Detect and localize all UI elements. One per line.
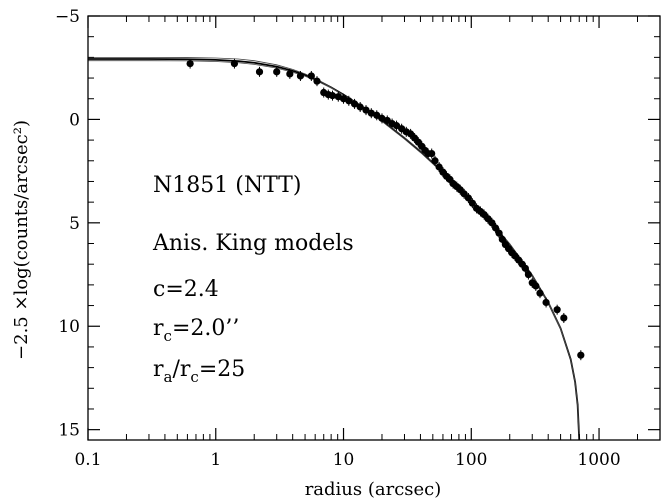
annotation-model: Anis. King models <box>152 231 354 256</box>
data-point <box>553 306 561 314</box>
data-point <box>255 68 264 76</box>
data-point <box>367 109 375 117</box>
annotation-concentration: c=2.4 <box>153 277 219 302</box>
data-point <box>428 149 436 158</box>
model-curve-3 <box>88 60 580 440</box>
y-tick-label: 10 <box>58 317 80 337</box>
rc-value: =2.0’’ <box>172 316 239 341</box>
data-point <box>491 224 500 232</box>
x-tick-label: 1 <box>210 450 221 470</box>
annotation-core-radius: rc=2.0’’ <box>153 316 239 345</box>
x-tick-label: 1000 <box>577 450 620 470</box>
data-point <box>560 314 568 322</box>
x-axis-title: radius (arcsec) <box>305 479 442 499</box>
data-point <box>524 270 533 279</box>
data-point <box>498 235 506 243</box>
y-tick-label: 0 <box>69 110 80 130</box>
data-point <box>296 72 305 80</box>
data-point <box>356 103 364 111</box>
data-point <box>542 298 550 307</box>
y-tick-label: −5 <box>55 7 80 27</box>
ra-subscript: a <box>164 368 173 386</box>
data-point <box>488 219 496 227</box>
data-point <box>495 229 503 237</box>
data-point <box>532 282 540 290</box>
model-curves <box>88 56 581 440</box>
x-tick-label: 10 <box>333 450 355 470</box>
ra-value: =25 <box>199 357 245 382</box>
rc-subscript: c <box>164 327 172 345</box>
data-point <box>468 199 476 207</box>
data-point <box>435 163 443 171</box>
axis-ticks: 0.1 1 10 100 1000 −5 0 5 10 15 <box>55 7 660 470</box>
data-point <box>273 68 281 76</box>
data-point <box>286 70 294 78</box>
x-tick-label: 100 <box>455 450 487 470</box>
data-point <box>313 77 321 85</box>
data-point <box>350 100 359 108</box>
data-point <box>307 72 315 80</box>
ra-slash-r: /r <box>172 357 190 382</box>
data-point <box>345 97 353 105</box>
data-point <box>186 59 194 68</box>
data-point <box>536 289 544 297</box>
data-point <box>577 351 585 359</box>
data-point <box>328 92 337 100</box>
ra-subscript-c: c <box>190 368 198 386</box>
data-point <box>230 59 239 68</box>
plot-frame <box>87 15 661 441</box>
data-point <box>521 264 529 272</box>
x-tick-label: 0.1 <box>74 450 101 470</box>
y-tick-label: 15 <box>58 421 80 441</box>
rc-symbol: r <box>153 316 164 341</box>
annotation-object: N1851 (NTT) <box>153 173 301 198</box>
model-curve-2 <box>88 56 580 440</box>
data-points <box>186 58 585 361</box>
ra-symbol: r <box>153 357 164 382</box>
data-point <box>373 111 381 119</box>
data-point <box>431 157 439 165</box>
y-tick-label: 5 <box>69 214 80 234</box>
y-axis-title: −2.5 ×log(counts/arcsec²) <box>11 120 32 360</box>
data-point <box>464 194 473 202</box>
annotation-anisotropy-radius: ra/rc=25 <box>153 357 245 386</box>
data-point <box>362 106 370 114</box>
